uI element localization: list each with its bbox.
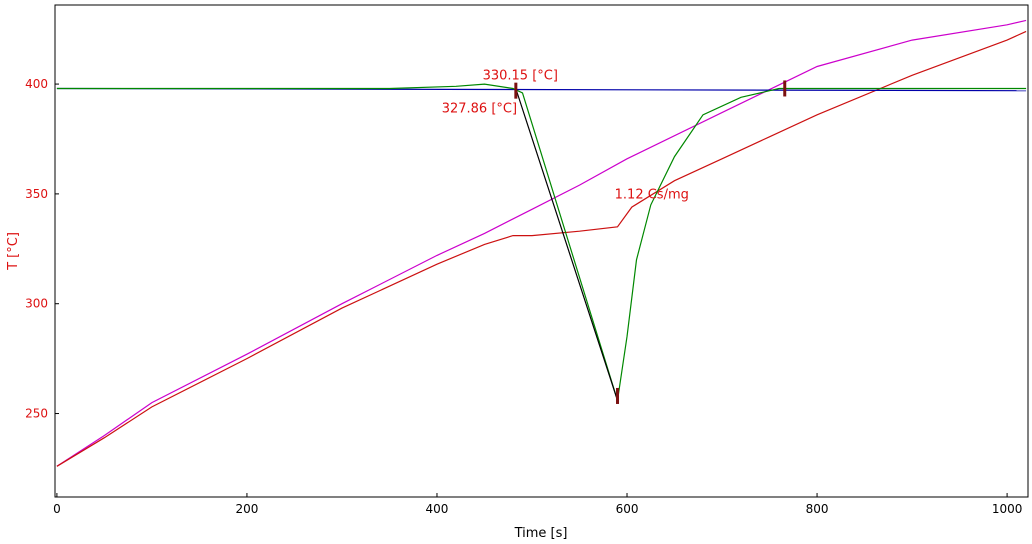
y-tick-label: 300 [25,297,48,311]
event-marker [616,387,620,404]
annotation-label: 1.12 Cs/mg [615,187,689,202]
plot-frame [54,4,1029,498]
x-tick-label: 1000 [992,502,1023,516]
x-axis: 0 200 400 600 800 1000 [53,493,1022,516]
x-axis-title: Time [s] [514,526,568,541]
annotation-label: 327.86 [°C] [442,102,517,117]
y-tick-label: 250 [25,407,48,421]
series-line-4 [515,88,619,401]
series-layer [56,19,1027,467]
marker-layer [514,80,787,404]
y-axis: 250 300 350 400 [25,77,59,421]
x-tick-label: 400 [426,502,449,516]
x-tick-label: 600 [616,502,639,516]
series-line-3 [56,83,1027,401]
annotation-label: 330.15 [°C] [483,69,558,84]
x-tick-label: 800 [806,502,829,516]
y-axis-title: T [°C] [6,232,21,271]
event-marker [783,80,787,97]
series-line-0 [56,19,1027,467]
y-tick-label: 350 [25,187,48,201]
x-tick-label: 0 [53,502,61,516]
series-line-1 [56,30,1027,467]
annotation-layer: 330.15 [°C] 327.86 [°C] 1.12 Cs/mg [442,69,689,203]
y-tick-label: 400 [25,77,48,91]
x-tick-label: 200 [235,502,258,516]
event-marker [514,82,518,99]
